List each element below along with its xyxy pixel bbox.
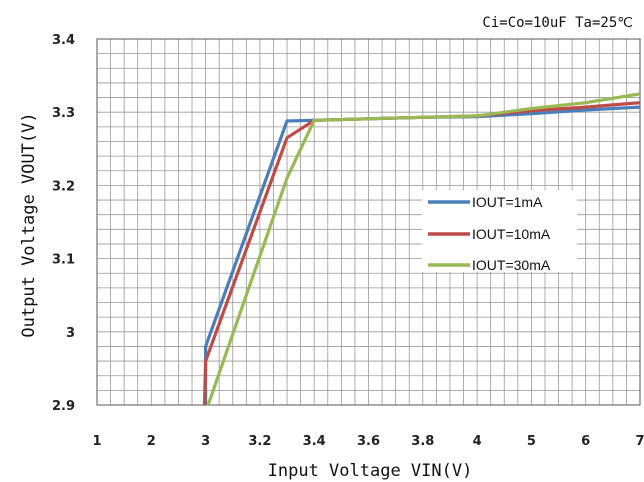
x-tick-label: 3.8: [411, 434, 434, 449]
y-tick-label: 3.4: [52, 33, 75, 48]
y-tick-label: 3.1: [52, 253, 75, 268]
series-layer: [202, 92, 640, 405]
x-tick-label: 7: [635, 434, 644, 449]
x-tick-label: 3.6: [357, 434, 380, 449]
legend-label-iout-30ma: IOUT=30mA: [472, 257, 551, 273]
conditions-annotation: Ci=Co=10uF Ta=25℃: [482, 15, 633, 31]
x-tick-label: 3: [201, 434, 210, 449]
x-tick-label: 5: [527, 434, 536, 449]
tick-labels: 1 2 3 3.2 3.4 3.6 3.8 4 5 6 7 3.4 3.3 3.2 3.1 3 2.9: [52, 33, 644, 449]
y-tick-label: 2.9: [52, 399, 75, 414]
x-tick-label: 3.2: [248, 434, 271, 449]
x-tick-label: 3.4: [303, 434, 326, 449]
legend-label-iout-1ma: IOUT=1mA: [472, 194, 543, 210]
y-tick-label: 3: [66, 326, 75, 341]
plot-area-border: [96, 38, 641, 406]
series-line-iout-30ma: [206, 92, 640, 405]
y-axis-title: Output Voltage VOUT(V): [19, 112, 39, 337]
y-tick-label: 3.2: [52, 179, 75, 194]
x-tick-label: 6: [581, 434, 590, 449]
x-tick-label: 1: [92, 434, 101, 449]
y-tick-label: 3.3: [52, 106, 75, 121]
legend-label-iout-10ma: IOUT=10mA: [472, 226, 551, 242]
legend: IOUT=1mA IOUT=10mA IOUT=30mA: [422, 190, 577, 273]
grid: [96, 38, 641, 406]
x-tick-label: 2: [147, 434, 156, 449]
x-axis-title: Input Voltage VIN(V): [268, 461, 473, 481]
x-tick-label: 4: [473, 434, 482, 449]
